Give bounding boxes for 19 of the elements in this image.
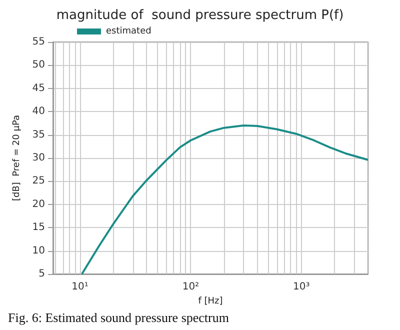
y-tick-label: 15 (32, 222, 45, 234)
y-tick-label: 40 (32, 106, 45, 118)
caption: Fig. 6: Estimated sound pressure spectrum (8, 310, 229, 325)
y-tick-label: 20 (32, 198, 45, 210)
y-tick-label: 55 (32, 36, 45, 48)
x-tick-label: 10³ (293, 282, 310, 292)
y-tick-label: 5 (38, 268, 45, 280)
y-tick-label: 25 (32, 176, 45, 187)
y-tick-label: 45 (32, 82, 45, 94)
y-tick-label: 10 (32, 245, 45, 256)
legend-label: estimated (106, 26, 152, 36)
x-tick-label: 10¹ (72, 282, 88, 292)
y-axis-title: [dB] Pref = 20 µPa (12, 115, 22, 201)
x-tick-label: 10² (182, 282, 200, 292)
x-axis-title: f [Hz] (198, 296, 223, 306)
chart-title: magnitude of sound pressure spectrum P(f) (56, 8, 344, 23)
y-tick-label: 35 (32, 129, 45, 140)
y-tick-label: 50 (32, 60, 45, 71)
y-tick-label: 30 (32, 152, 45, 164)
